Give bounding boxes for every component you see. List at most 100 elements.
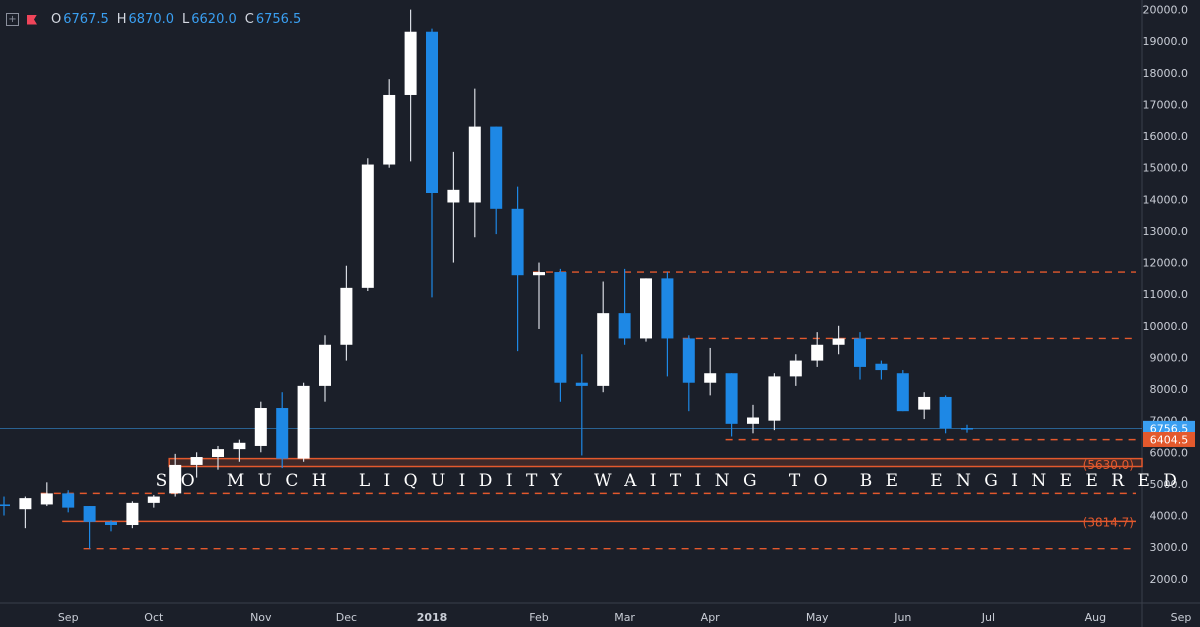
candle (447, 151, 460, 263)
candle (233, 439, 246, 462)
candle-body (126, 502, 139, 526)
x-tick-label: May (806, 611, 829, 624)
candle (640, 278, 652, 342)
candle-body (233, 442, 246, 450)
support-price-tag-label: 6404.5 (1150, 433, 1189, 446)
candle-body (939, 396, 952, 429)
candle (704, 347, 717, 396)
ohlc-legend: + O 6767.5 H 6870.0 L 6620.0 C 6756.5 (6, 12, 301, 27)
x-tick-label: Nov (250, 611, 272, 624)
y-tick-label: 18000.0 (1143, 67, 1189, 80)
candle-body (725, 373, 738, 424)
candle-body (875, 363, 888, 371)
candle (340, 265, 353, 361)
candle (126, 501, 139, 529)
candle-body (961, 428, 973, 430)
candle (212, 445, 224, 470)
candle (319, 335, 331, 402)
candle-body (190, 457, 203, 465)
close-label: C (244, 12, 254, 27)
candle (682, 335, 695, 412)
candle-body (704, 373, 717, 383)
candle-body (404, 31, 417, 95)
y-tick-label: 14000.0 (1143, 193, 1189, 206)
x-tick-label: Apr (701, 611, 721, 624)
candle (511, 186, 524, 352)
candle (0, 496, 10, 516)
x-tick-label: Sep (58, 611, 79, 624)
high-value: 6870.0 (128, 12, 175, 27)
y-tick-label: 4000.0 (1150, 510, 1189, 523)
candle-body (212, 449, 224, 458)
candle (618, 268, 631, 345)
candle (554, 268, 567, 402)
candle-body (490, 126, 503, 209)
price-annotation: (5630.0) (1083, 458, 1134, 472)
candle-body (597, 313, 610, 386)
candle (575, 354, 588, 456)
open-label: O (51, 12, 62, 27)
candle (896, 370, 909, 412)
candle-body (918, 396, 931, 410)
candle-body (319, 344, 331, 386)
candle (190, 452, 203, 478)
x-tick-label: Jul (981, 611, 995, 624)
candle (939, 395, 952, 434)
open-value: 6767.5 (63, 12, 109, 27)
candle-body (83, 506, 96, 522)
candle (725, 373, 738, 437)
low-label: L (182, 12, 190, 27)
candle (490, 126, 503, 235)
symbol-flag-icon (27, 14, 37, 25)
candle-body (105, 521, 117, 526)
annotation-caption: SO MUCH LIQUIDITY WAITING TO BE ENGINEER… (156, 471, 1191, 491)
candle-body (832, 338, 845, 345)
candle-body (511, 208, 524, 276)
support-price-tag: 6404.5 (1143, 431, 1195, 447)
candle (147, 494, 160, 508)
candle (854, 332, 866, 380)
candle-body (768, 376, 781, 421)
candle-body (747, 417, 759, 424)
candle (105, 520, 117, 532)
y-tick-label: 10000.0 (1143, 320, 1189, 333)
price-annotation: (3814.7) (1083, 515, 1134, 529)
y-tick-label: 5000.0 (1150, 478, 1189, 491)
candle-body (618, 313, 631, 339)
candle-body (254, 408, 267, 446)
candle-body (854, 338, 866, 367)
candle-body (661, 278, 674, 339)
close-value: 6756.5 (255, 12, 302, 27)
candle-body (62, 493, 75, 508)
candle (811, 332, 824, 367)
candle-body (19, 498, 32, 510)
candle-body (575, 382, 588, 386)
y-tick-label: 9000.0 (1150, 351, 1189, 364)
expand-icon[interactable]: + (6, 13, 19, 26)
y-tick-label: 16000.0 (1143, 130, 1189, 143)
candle (83, 506, 96, 549)
candle-body (40, 493, 53, 505)
y-tick-label: 20000.0 (1143, 4, 1189, 17)
y-tick-label: 17000.0 (1143, 98, 1189, 111)
candle-body (383, 94, 396, 165)
x-tick-label: Oct (144, 611, 164, 624)
candle-body (426, 31, 438, 193)
high-label: H (116, 12, 127, 27)
support-price-tag-box (1143, 431, 1195, 447)
candle (468, 88, 481, 238)
candle-body (811, 344, 824, 361)
candle-body (640, 278, 652, 339)
candle (961, 424, 973, 433)
candle (40, 482, 53, 507)
candle (169, 453, 182, 497)
candle (62, 490, 75, 513)
candle-body (361, 164, 374, 288)
candle (832, 325, 845, 355)
x-tick-label: 2018 (417, 611, 448, 624)
x-tick-label: Dec (336, 611, 357, 624)
candle-body (789, 360, 802, 377)
x-tick-label: Aug (1085, 611, 1106, 624)
y-tick-label: 15000.0 (1143, 162, 1189, 175)
